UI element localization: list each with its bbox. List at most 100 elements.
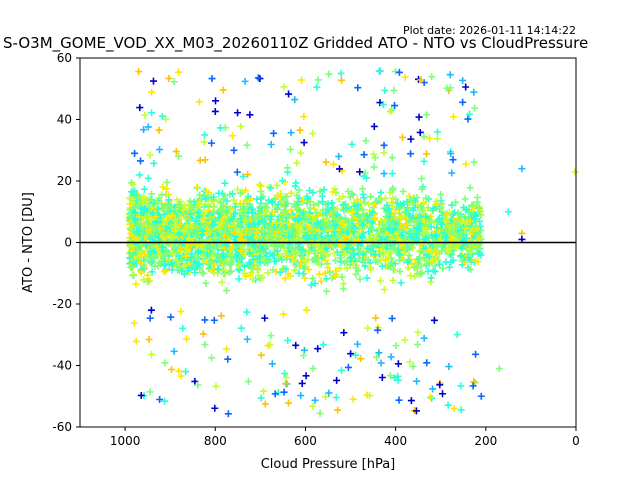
- data-point: [159, 254, 167, 262]
- data-point: [468, 228, 476, 236]
- data-point: [331, 273, 339, 281]
- data-point: [442, 211, 450, 219]
- data-point: [230, 220, 238, 228]
- data-point: [358, 226, 366, 234]
- data-point: [442, 218, 450, 226]
- data-point: [394, 360, 402, 368]
- data-point: [212, 97, 220, 105]
- data-point: [136, 213, 144, 221]
- data-point: [363, 217, 371, 225]
- data-point: [195, 98, 203, 106]
- data-point: [304, 222, 312, 230]
- data-point: [140, 261, 148, 269]
- data-point: [346, 254, 354, 262]
- data-point: [269, 252, 277, 260]
- data-point: [441, 239, 449, 247]
- data-point: [341, 232, 349, 240]
- data-point: [328, 234, 336, 242]
- data-point: [135, 192, 143, 200]
- data-point: [389, 244, 397, 252]
- data-point: [246, 111, 254, 119]
- data-point: [154, 238, 162, 246]
- data-point: [458, 257, 466, 265]
- data-point: [356, 168, 364, 176]
- data-point: [264, 269, 272, 277]
- data-point: [287, 206, 295, 214]
- data-point: [462, 160, 470, 168]
- data-point: [128, 179, 136, 187]
- data-point: [147, 306, 155, 314]
- data-point: [292, 341, 300, 349]
- data-point: [214, 265, 222, 273]
- data-point: [405, 192, 413, 200]
- data-point: [342, 205, 350, 213]
- data-point: [300, 265, 308, 273]
- data-point: [338, 273, 346, 281]
- data-point: [466, 217, 474, 225]
- data-point: [223, 197, 231, 205]
- data-point: [350, 228, 358, 236]
- data-point: [349, 395, 357, 403]
- data-point: [321, 269, 329, 277]
- data-point: [161, 205, 169, 213]
- data-point: [420, 229, 428, 237]
- data-point: [144, 174, 152, 182]
- data-point: [439, 390, 447, 398]
- data-point: [332, 267, 340, 275]
- data-point: [202, 279, 210, 287]
- data-point: [457, 406, 465, 414]
- data-point: [281, 369, 289, 377]
- data-point: [317, 239, 325, 247]
- data-point: [237, 189, 245, 197]
- data-point: [431, 268, 439, 276]
- data-point: [231, 203, 239, 211]
- data-point: [196, 156, 204, 164]
- data-point: [340, 259, 348, 267]
- data-point: [216, 124, 224, 132]
- data-point: [504, 208, 512, 216]
- data-point: [335, 215, 343, 223]
- data-point: [130, 258, 138, 266]
- data-point: [246, 249, 253, 257]
- data-point: [198, 268, 206, 276]
- data-point: [176, 220, 184, 228]
- data-point: [430, 316, 438, 324]
- data-point: [258, 217, 266, 225]
- data-point: [455, 240, 463, 248]
- data-point: [215, 255, 223, 263]
- data-point: [416, 128, 424, 136]
- data-point: [161, 250, 169, 258]
- data-point: [129, 204, 137, 212]
- data-point: [434, 128, 442, 136]
- data-point: [170, 78, 178, 86]
- data-point: [404, 258, 412, 266]
- data-point: [131, 149, 139, 157]
- data-point: [190, 198, 198, 206]
- data-point: [148, 190, 156, 198]
- data-point: [450, 405, 458, 413]
- data-point: [420, 133, 428, 141]
- data-point: [160, 268, 168, 276]
- data-point: [391, 374, 399, 382]
- data-point: [146, 235, 154, 243]
- data-point: [312, 254, 320, 262]
- data-point: [372, 314, 380, 322]
- data-point: [324, 221, 332, 229]
- data-point: [401, 73, 409, 81]
- data-point: [407, 397, 415, 405]
- data-point: [191, 269, 199, 277]
- data-point: [312, 213, 320, 221]
- data-point: [131, 187, 139, 195]
- data-point: [193, 183, 201, 191]
- data-point: [128, 195, 136, 203]
- data-point: [405, 237, 413, 245]
- data-point: [433, 135, 441, 143]
- y-axis-ticks: -60 -40 -20 0 20 40 60: [52, 51, 80, 434]
- data-point: [126, 211, 134, 218]
- data-point: [275, 235, 283, 243]
- data-point: [319, 341, 327, 349]
- data-point: [414, 225, 422, 233]
- data-point: [341, 250, 349, 258]
- data-point: [407, 135, 415, 143]
- data-point: [471, 223, 479, 231]
